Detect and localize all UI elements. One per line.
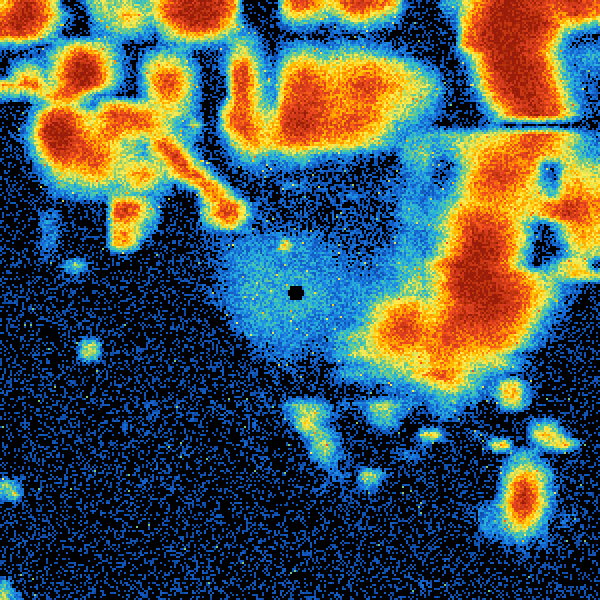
- radar-reflectivity-canvas: [0, 0, 600, 600]
- weather-radar-image: [0, 0, 600, 600]
